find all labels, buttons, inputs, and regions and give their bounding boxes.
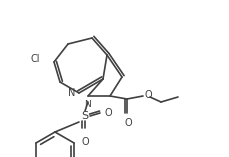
Text: O: O bbox=[104, 108, 111, 118]
Text: O: O bbox=[144, 90, 151, 100]
Text: N: N bbox=[84, 100, 91, 109]
Text: S: S bbox=[81, 111, 88, 121]
Text: O: O bbox=[124, 118, 131, 128]
Text: O: O bbox=[81, 137, 88, 147]
Text: Cl: Cl bbox=[30, 54, 40, 64]
Text: N: N bbox=[67, 88, 75, 98]
